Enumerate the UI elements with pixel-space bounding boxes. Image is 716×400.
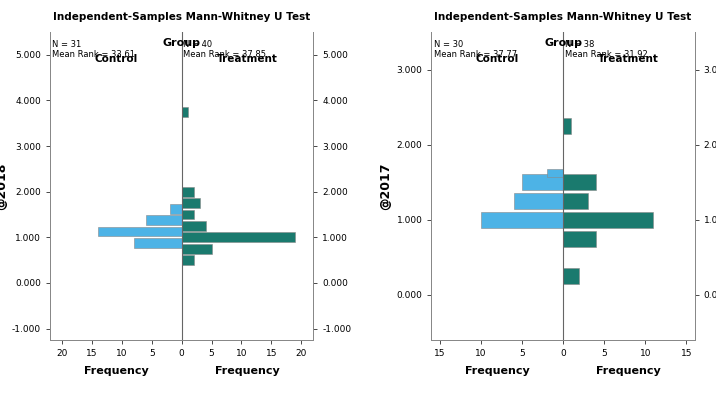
Bar [182,221,205,231]
Text: N = 40
Mean Rank = 37.85: N = 40 Mean Rank = 37.85 [183,40,266,59]
Bar [182,255,193,265]
Text: Independent-Samples Mann-Whitney U Test: Independent-Samples Mann-Whitney U Test [435,12,692,22]
Text: Frequency: Frequency [215,366,280,376]
Bar [134,238,182,248]
Bar [182,210,193,219]
Text: Independent-Samples Mann-Whitney U Test: Independent-Samples Mann-Whitney U Test [53,12,310,22]
Bar [522,174,563,190]
Bar [563,268,579,284]
Text: Frequency: Frequency [596,366,661,376]
Bar [563,193,588,209]
Bar [182,107,188,117]
Text: Frequency: Frequency [84,366,148,376]
Text: Treatment: Treatment [599,54,659,64]
Bar [563,174,596,190]
Bar [546,169,563,177]
Y-axis label: @2018: @2018 [0,162,8,210]
Bar [182,232,295,242]
Text: Control: Control [475,54,519,64]
Bar [182,198,200,208]
Text: N = 38
Mean Rank = 31.92: N = 38 Mean Rank = 31.92 [566,40,648,59]
Y-axis label: @2017: @2017 [379,162,392,210]
Bar [182,244,211,254]
Text: Frequency: Frequency [465,366,530,376]
Bar [563,231,596,246]
Bar [170,204,182,214]
Bar [481,212,563,228]
Bar [513,193,563,209]
Bar [182,187,193,196]
Bar [146,215,182,225]
Text: N = 31
Mean Rank = 33.61: N = 31 Mean Rank = 33.61 [52,40,135,59]
Text: Group: Group [163,38,200,48]
Bar [98,227,182,236]
Bar [563,212,654,228]
Bar [563,118,571,134]
Text: N = 30
Mean Rank = 37.77: N = 30 Mean Rank = 37.77 [434,40,517,59]
Text: Control: Control [95,54,137,64]
Text: Treatment: Treatment [217,54,278,64]
Text: Group: Group [544,38,582,48]
